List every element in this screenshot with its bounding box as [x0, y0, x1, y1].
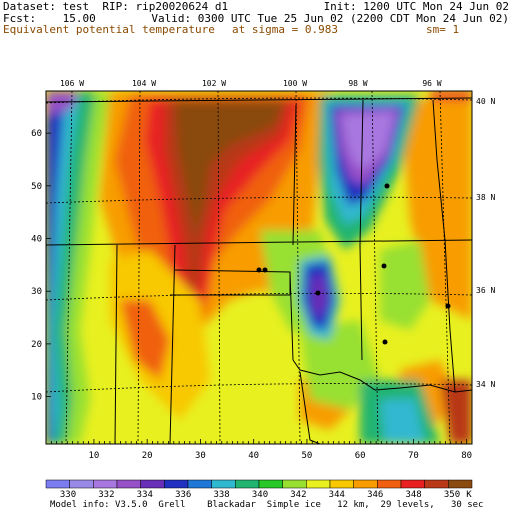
color-bar-swatch: [377, 479, 402, 489]
color-bar-swatch: [93, 479, 118, 489]
lat-label: 34 N: [476, 380, 495, 389]
x-tick-label: 20: [142, 451, 153, 461]
lon-label: 106 W: [60, 79, 84, 88]
lon-label: 98 W: [348, 79, 367, 88]
latitude-labels: 40 N 38 N 36 N 34 N: [476, 97, 495, 389]
lon-label: 102 W: [202, 79, 226, 88]
color-bar-swatch: [306, 479, 331, 489]
color-bar-swatch: [187, 479, 212, 489]
map-lines: [46, 91, 472, 444]
color-bar-label: 330: [60, 490, 76, 500]
color-bar-swatch: [353, 479, 378, 489]
color-bar-swatch: [424, 479, 449, 489]
x-tick-label: 80: [461, 451, 472, 461]
forecast-hour: Fcst: 15.00: [3, 12, 96, 25]
init-time: Init: 1200 UTC Mon 24 Jun 02: [323, 0, 509, 13]
color-bar-label: 332: [98, 490, 114, 500]
city-marker: [315, 290, 321, 296]
city-marker: [381, 263, 387, 269]
color-bar-label: 348: [405, 490, 421, 500]
dataset-label: Dataset: test RIP: rip20020624 d1: [3, 0, 229, 13]
color-bar-label: 342: [290, 490, 306, 500]
color-bar-swatch: [448, 479, 473, 489]
color-bar-label: 340: [252, 490, 268, 500]
lat-label: 36 N: [476, 286, 495, 295]
color-bar-swatch: [164, 479, 189, 489]
color-bar-swatch: [258, 479, 283, 489]
model-info: Model info: V3.5.0 Grell Blackadar Simpl…: [50, 500, 484, 510]
lat-label: 38 N: [476, 193, 495, 202]
theta-e-field: [46, 91, 472, 444]
y-tick-label: 40: [31, 235, 42, 245]
color-bar: [45, 479, 473, 489]
color-bar-swatch: [140, 479, 165, 489]
y-tick-label: 60: [31, 129, 42, 139]
state-borders: [46, 97, 472, 444]
city-marker: [445, 303, 451, 309]
y-tick-label: 50: [31, 182, 42, 192]
sigma-level: at sigma = 0.983: [232, 23, 338, 36]
color-bar-swatch: [282, 479, 307, 489]
x-tick-label: 40: [248, 451, 259, 461]
color-bar-swatch: [235, 479, 260, 489]
y-tick-label: 30: [31, 287, 42, 297]
longitude-labels: 106 W 104 W 102 W 100 W 98 W 96 W: [60, 79, 442, 88]
x-tick-label: 10: [89, 451, 100, 461]
city-marker: [384, 183, 390, 189]
color-bar-label: 334: [137, 490, 153, 500]
color-bar-label: 350: [444, 490, 460, 500]
x-tick-label: 70: [408, 451, 419, 461]
city-marker: [262, 267, 268, 273]
city-marker: [382, 339, 388, 345]
color-bar-swatch: [69, 479, 94, 489]
city-marker: [256, 267, 262, 273]
lon-label: 100 W: [283, 79, 307, 88]
x-axis-ticks: 10 20 30 40 50 60 70 80: [45, 439, 472, 461]
city-markers: [256, 183, 451, 345]
color-bar-swatch: [329, 479, 354, 489]
color-bar-swatch: [116, 479, 141, 489]
lon-label: 96 W: [422, 79, 441, 88]
lon-label: 104 W: [132, 79, 156, 88]
y-tick-label: 20: [31, 340, 42, 350]
field-name: Equivalent potential temperature: [3, 23, 215, 36]
color-bar-label: 344: [329, 490, 345, 500]
color-bar-label: 336: [175, 490, 191, 500]
x-tick-label: 50: [302, 451, 313, 461]
x-tick-label: 30: [195, 451, 206, 461]
y-tick-label: 10: [31, 393, 42, 403]
x-tick-label: 60: [355, 451, 366, 461]
color-bar-swatch: [400, 479, 425, 489]
color-bar-unit: K: [466, 490, 472, 500]
color-bar-swatch: [45, 479, 70, 489]
color-bar-swatch: [211, 479, 236, 489]
color-bar-label: 346: [367, 490, 383, 500]
valid-time: Valid: 0300 UTC Tue 25 Jun 02 (2200 CDT …: [151, 12, 509, 25]
color-bar-label: 338: [213, 490, 229, 500]
lat-label: 40 N: [476, 97, 495, 106]
smoothing-label: sm= 1: [426, 23, 460, 36]
color-bar-labels: 330 332 334 336 338 340 342 344 346 348 350 K: [60, 490, 472, 500]
y-axis-ticks: 10 20 30 40 50 60: [31, 129, 51, 403]
